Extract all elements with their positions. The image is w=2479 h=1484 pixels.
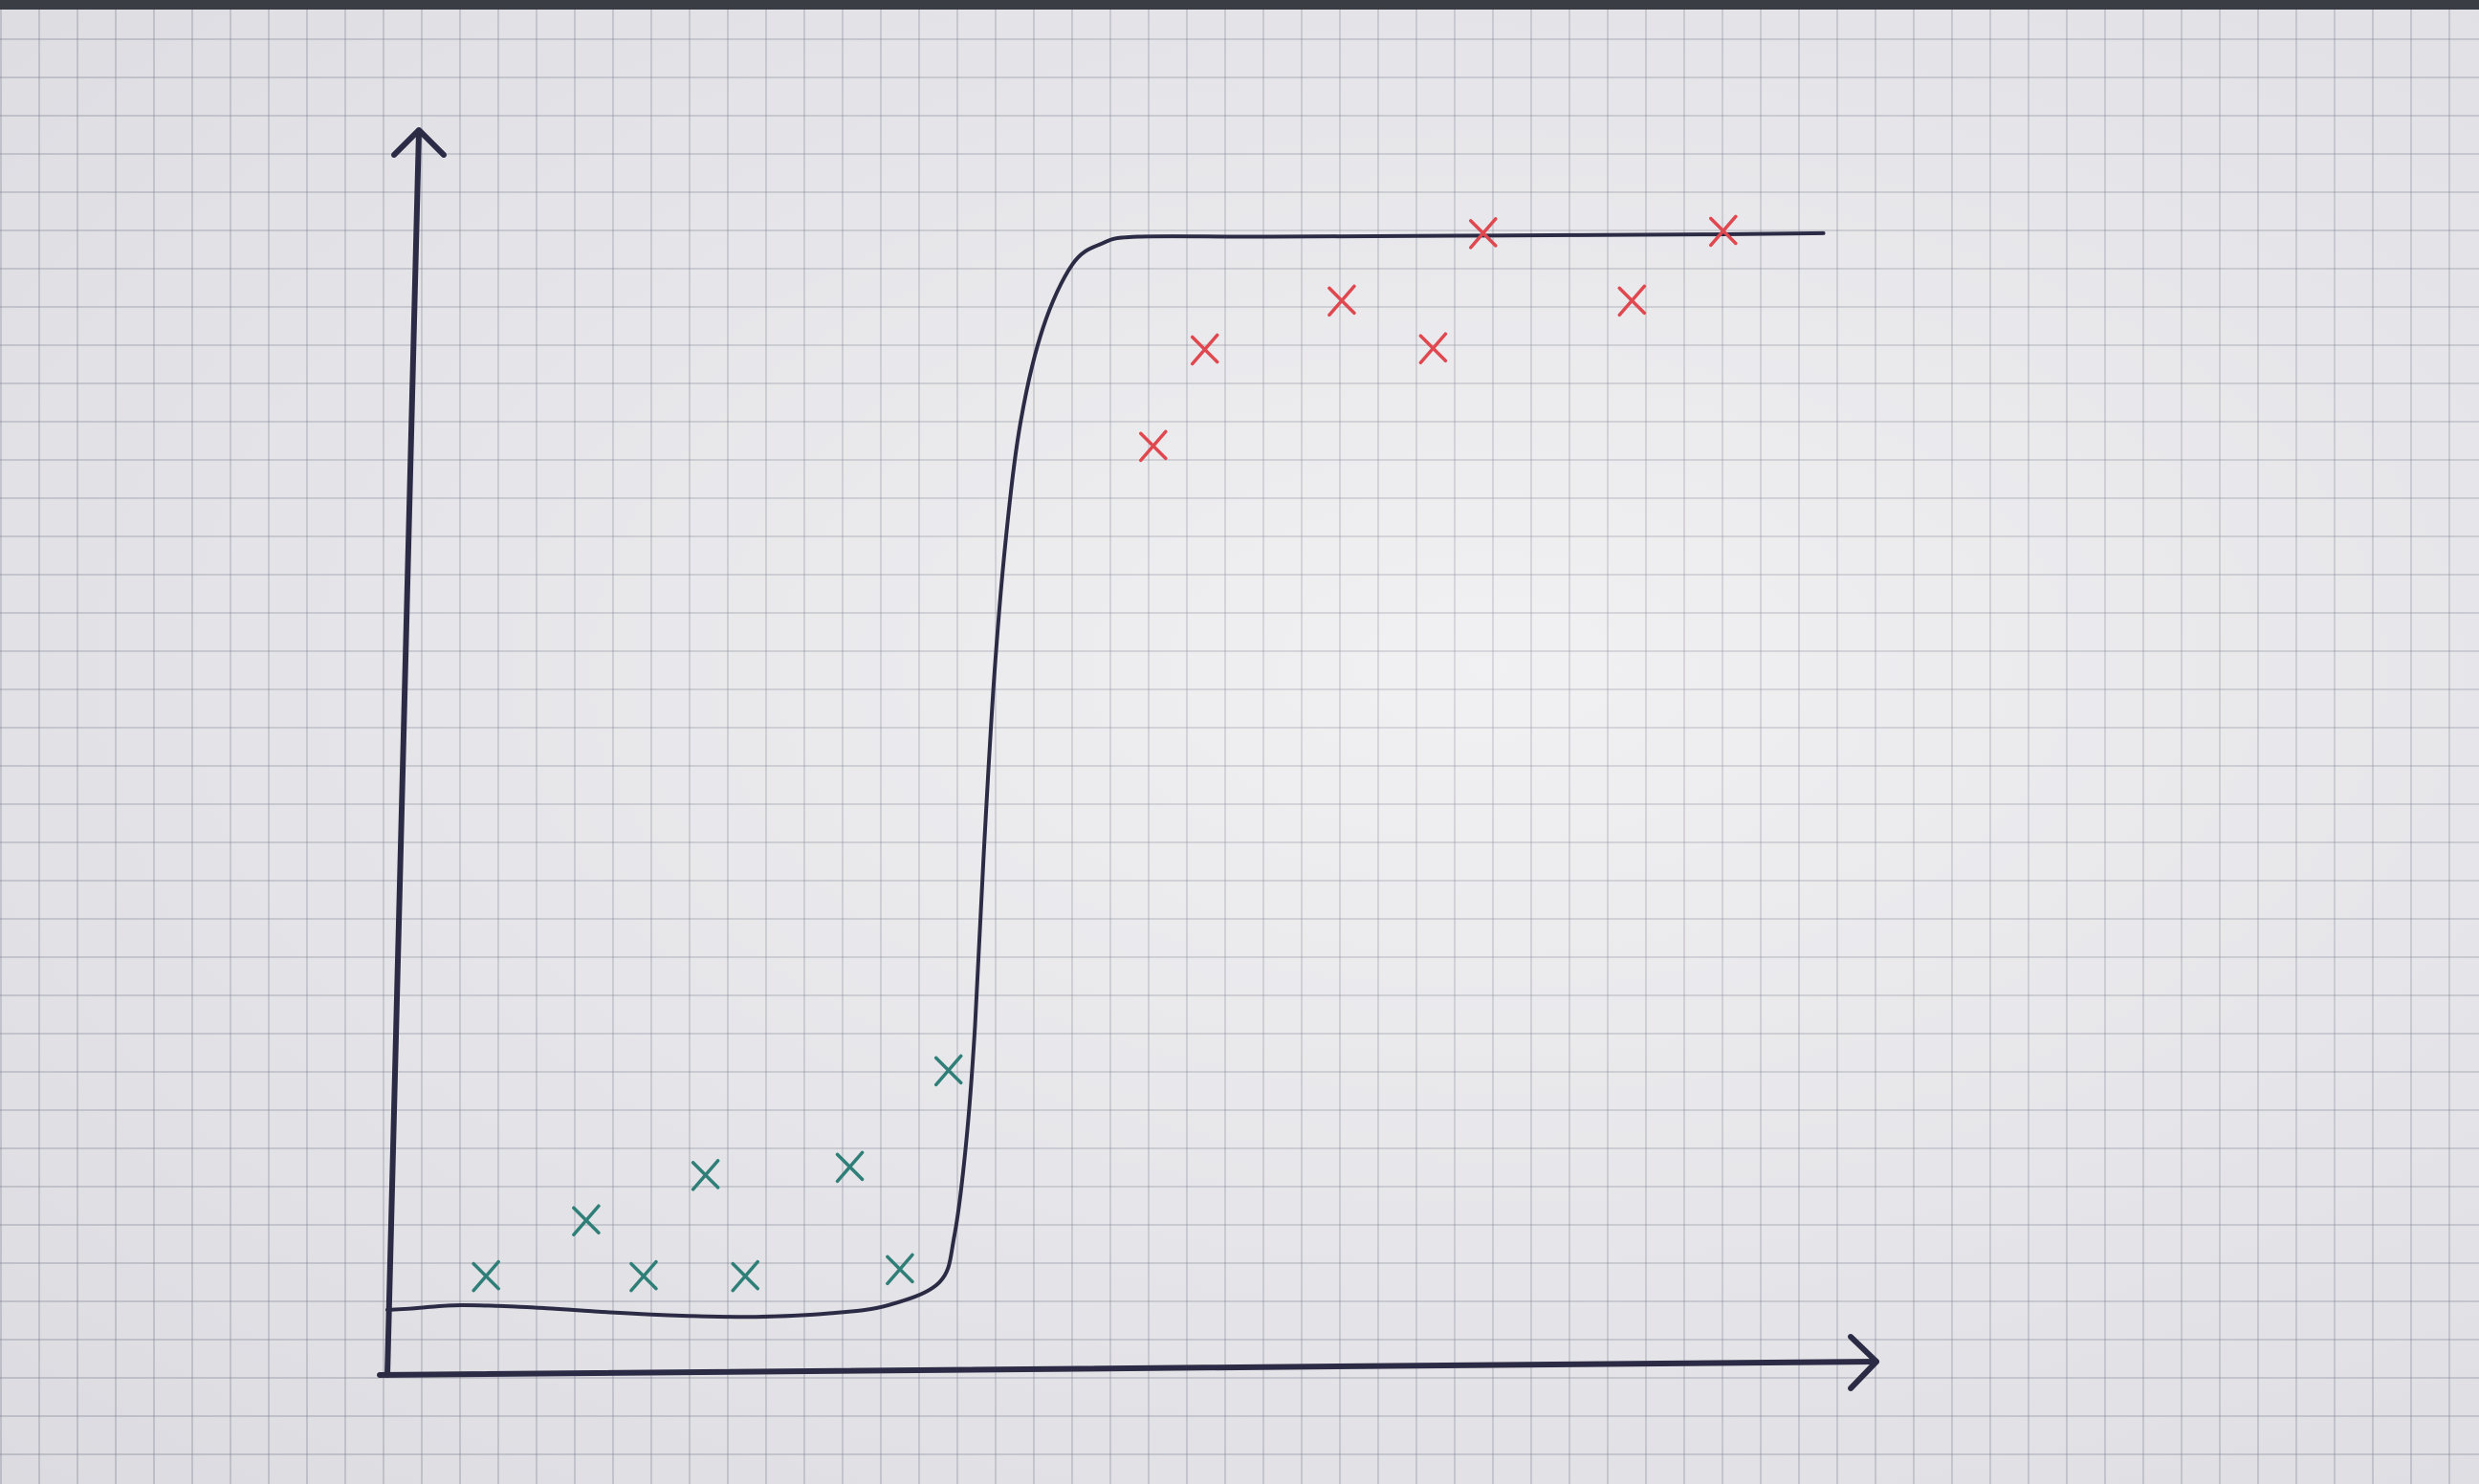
x-marker-stroke <box>886 1253 914 1286</box>
point-series0-2 <box>629 1259 658 1293</box>
x-marker-stroke <box>629 1259 658 1293</box>
x-marker-stroke <box>933 1054 963 1087</box>
x-marker-stroke <box>572 1204 601 1237</box>
x-marker-stroke <box>1709 214 1738 248</box>
y-axis-arrowhead <box>391 127 447 158</box>
point-series0-7 <box>933 1054 963 1087</box>
point-series0-3 <box>691 1159 720 1191</box>
x-marker-stroke <box>1469 217 1498 250</box>
point-series0-5 <box>835 1150 865 1184</box>
top-edge <box>0 0 2479 10</box>
point-series1-0 <box>1139 429 1168 463</box>
x-marker-stroke <box>1327 284 1356 317</box>
point-series1-2 <box>1327 284 1356 317</box>
point-series1-6 <box>1709 214 1738 248</box>
point-series1-3 <box>1418 332 1448 365</box>
sigmoid-curve <box>385 230 1826 1320</box>
x-axis <box>377 1359 1879 1378</box>
point-series1-1 <box>1190 333 1219 366</box>
point-series0-1 <box>572 1204 601 1237</box>
point-series1-4 <box>1469 217 1498 250</box>
x-marker-stroke <box>731 1259 759 1293</box>
x-marker-stroke <box>691 1159 720 1191</box>
x-marker-stroke <box>835 1150 865 1184</box>
data-points <box>472 214 1738 1293</box>
point-series0-4 <box>731 1259 759 1293</box>
sigmoid-curve-layer <box>385 230 1826 1320</box>
point-series1-5 <box>1617 284 1647 317</box>
point-series0-6 <box>886 1253 914 1286</box>
x-marker-stroke <box>1617 284 1647 317</box>
y-axis <box>384 129 422 1378</box>
x-marker-stroke <box>472 1259 500 1293</box>
x-marker-stroke <box>1418 332 1448 365</box>
x-axis-arrowhead <box>1848 1334 1879 1391</box>
x-marker-stroke <box>1139 429 1168 463</box>
x-marker-stroke <box>1190 333 1219 366</box>
axes <box>377 127 1879 1391</box>
point-series0-0 <box>472 1259 500 1293</box>
